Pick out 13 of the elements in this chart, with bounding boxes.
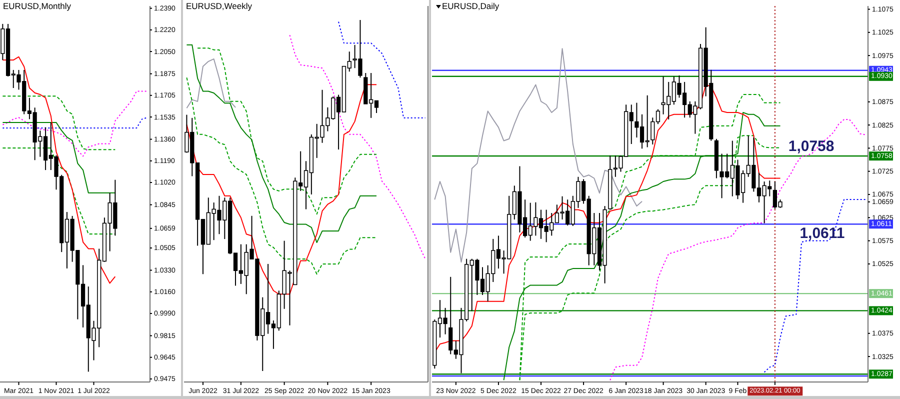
chart-title: EURUSD,Daily [442, 1, 500, 11]
chart-title: EURUSD,Monthly [3, 1, 72, 11]
line-series [434, 48, 643, 263]
line-series [434, 84, 781, 353]
line-series [764, 199, 866, 373]
annotation: 1,0611 [800, 225, 845, 242]
line-series [2, 96, 116, 150]
line-series [2, 90, 148, 157]
line-series [2, 56, 116, 284]
annotation: 1,0758 [788, 138, 834, 156]
chart-title: EURUSD,Weekly [186, 1, 253, 11]
line-series [2, 122, 116, 194]
line-series [610, 118, 866, 381]
